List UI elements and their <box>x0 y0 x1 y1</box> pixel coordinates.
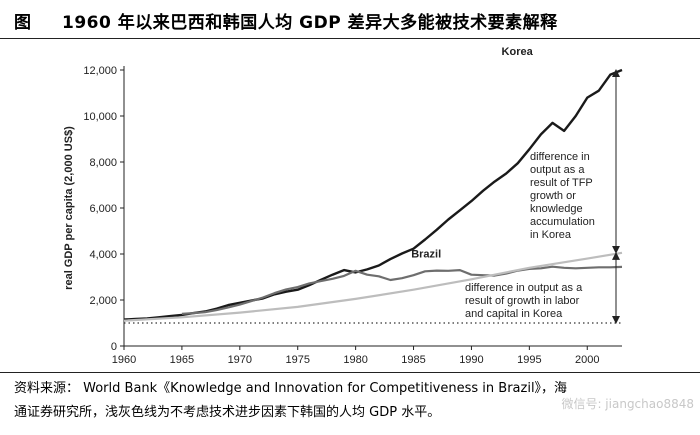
annotation-tfp-line: in Korea <box>530 229 572 241</box>
y-tick-label: 12,000 <box>83 65 117 77</box>
y-tick-label: 4,000 <box>89 249 117 261</box>
annotation-tfp-line: difference in <box>530 151 590 163</box>
series-line-brazil <box>181 265 623 315</box>
x-tick-label: 1995 <box>517 354 541 366</box>
annotation-labor-line: result of growth in labor <box>465 295 580 307</box>
x-tick-label: 1965 <box>170 354 194 366</box>
watermark: 微信号: jiangchao8848 <box>561 397 694 411</box>
annotation-labor-line: and capital in Korea <box>465 308 563 320</box>
y-tick-label: 10,000 <box>83 111 117 123</box>
x-tick-label: 1975 <box>285 354 309 366</box>
y-tick-label: 6,000 <box>89 203 117 215</box>
x-tick-label: 2000 <box>575 354 599 366</box>
y-axis-label: real GDP per capita (2,000 US$) <box>63 126 75 290</box>
title-bar: 图 1960 年以来巴西和韩国人均 GDP 差异大多能被技术要素解释 <box>0 0 700 39</box>
annotation-tfp-line: output as a <box>530 164 585 176</box>
annotation-tfp-line: accumulation <box>530 216 595 228</box>
y-tick-label: 0 <box>111 341 117 353</box>
series-label-brazil: Brazil <box>411 248 441 260</box>
annotation-labor-line: difference in output as a <box>465 282 583 294</box>
x-tick-label: 1980 <box>343 354 367 366</box>
axes: 0 2,000 4,000 6,000 8,000 10,000 12,000 1960 196… <box>63 65 622 366</box>
footer: 资料来源： World Bank《Knowledge and Innovatio… <box>0 372 700 435</box>
y-tick-label: 2,000 <box>89 295 117 307</box>
annotation-tfp-line: result of TFP <box>530 177 593 189</box>
series-label-korea: Korea <box>502 46 534 58</box>
gdp-line-chart: 0 2,000 4,000 6,000 8,000 10,000 12,000 1960 196… <box>63 46 623 366</box>
x-tick-label: 1970 <box>228 354 252 366</box>
figure-label: 图 <box>14 13 31 33</box>
y-tick-label: 8,000 <box>89 157 117 169</box>
figure-title: 1960 年以来巴西和韩国人均 GDP 差异大多能被技术要素解释 <box>62 13 558 33</box>
annotation-tfp-line: growth or <box>530 190 576 202</box>
source-line-1: 资料来源： World Bank《Knowledge and Innovatio… <box>14 381 568 396</box>
x-tick-label: 1985 <box>401 354 425 366</box>
x-tick-label: 1990 <box>459 354 483 366</box>
x-tick-label: 1960 <box>112 354 136 366</box>
series-line-baseline <box>123 251 623 322</box>
annotation-tfp-line: knowledge <box>530 203 583 215</box>
series-lines <box>123 68 623 324</box>
source-line-2: 通证券研究所，浅灰色线为不考虑技术进步因素下韩国的人均 GDP 水平。 <box>14 405 441 420</box>
